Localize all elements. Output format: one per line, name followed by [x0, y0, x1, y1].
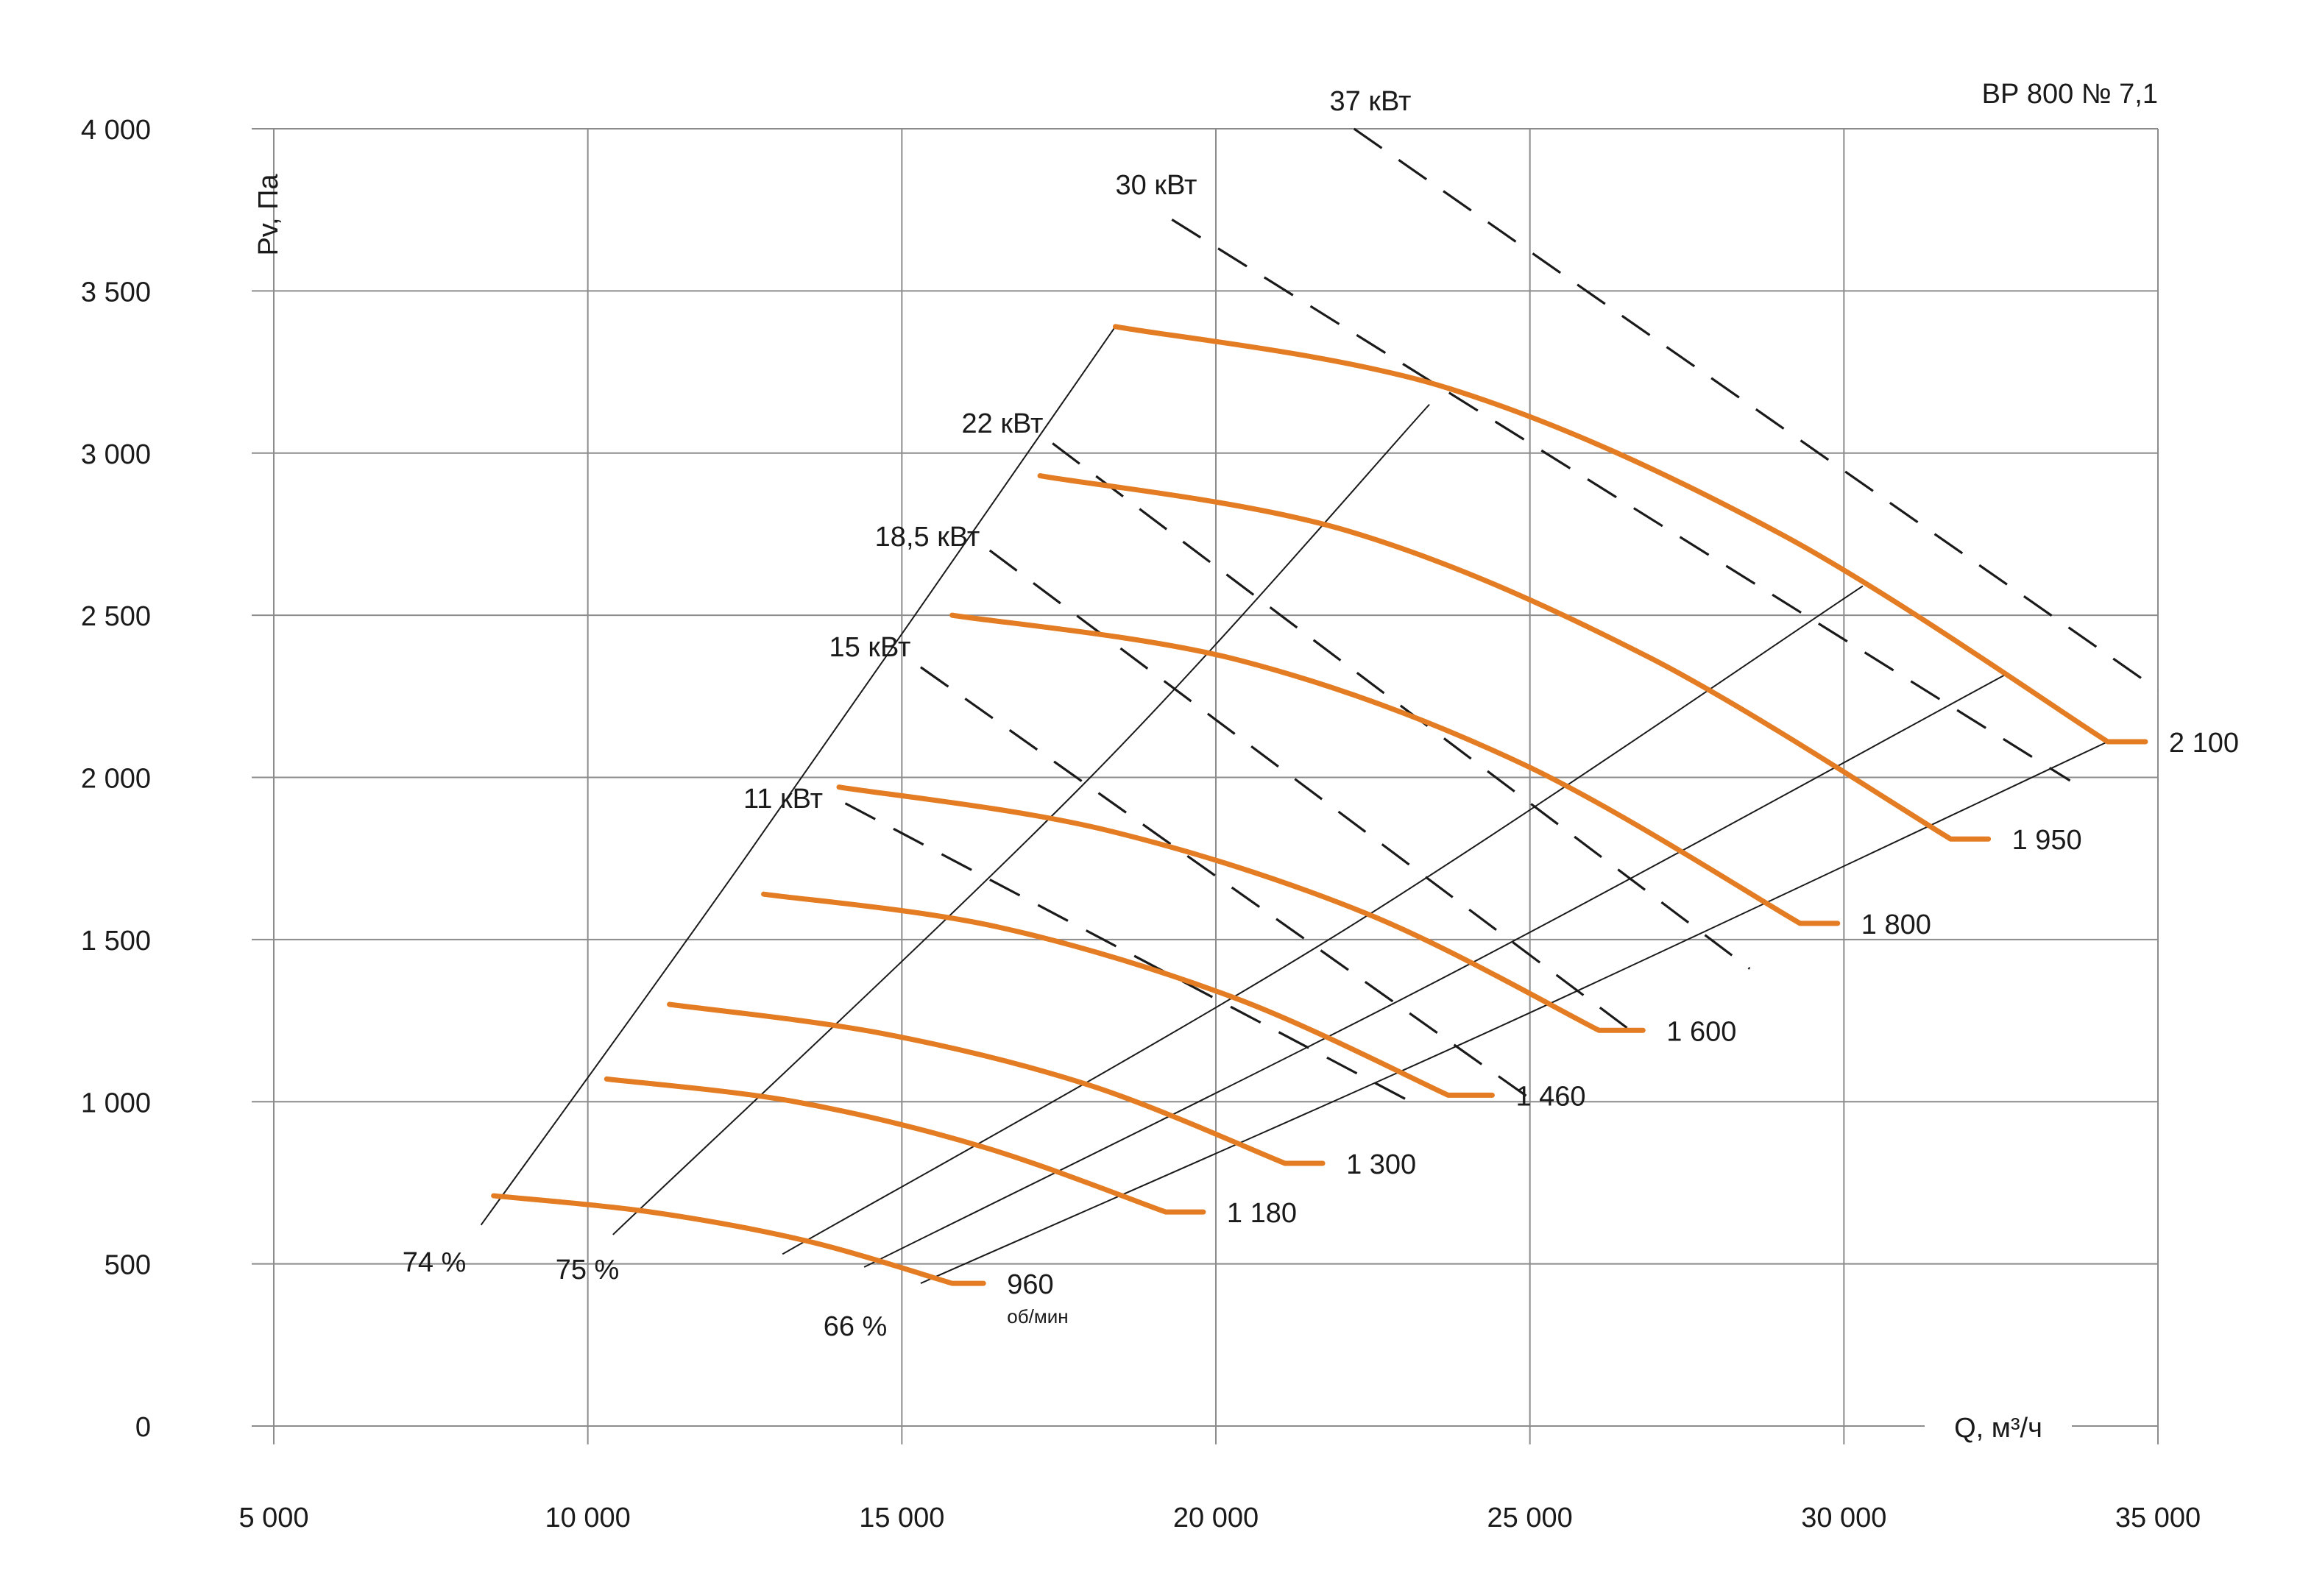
y-tick-label-3000: 3 000: [81, 439, 151, 470]
power-label-11-кВт: 11 кВт: [743, 784, 823, 815]
power-line-37-кВт: [1353, 127, 2159, 691]
x-tick-label-15000: 15 000: [859, 1503, 944, 1533]
efficiency-curve-66: [920, 741, 2109, 1284]
rpm-unit-label: об/мин: [1007, 1305, 1068, 1327]
y-tick-label-1000: 1 000: [81, 1088, 151, 1118]
y-tick-label-2000: 2 000: [81, 764, 151, 795]
power-label-22-кВт: 22 кВт: [962, 408, 1044, 439]
x-axis-title-bg: [1925, 1409, 2072, 1443]
efficiency-label-74: 74 %: [403, 1247, 467, 1278]
rpm-curve-2-100: [1112, 324, 2148, 745]
rpm-label-1-180: 1 180: [1227, 1198, 1297, 1229]
rpm-label-1-600: 1 600: [1666, 1016, 1736, 1047]
rpm-label-2-100: 2 100: [2169, 728, 2239, 759]
x-tick-label-5000: 5 000: [238, 1503, 308, 1533]
x-tick-label-10000: 10 000: [545, 1503, 631, 1533]
rpm-curve-960: [491, 1193, 986, 1286]
y-axis-title: Pv, Па: [253, 174, 284, 256]
efficiency-label-75: 75 %: [556, 1255, 620, 1285]
power-line-18-5-кВт: [988, 549, 1632, 1032]
chart-title: ВР 800 № 7,1: [1982, 79, 2158, 110]
rpm-curve-1-950: [1037, 473, 1992, 842]
efficiency-curve-unnamed-12: [863, 673, 2008, 1268]
rpm-label-1-800: 1 800: [1861, 909, 1931, 940]
power-line-30-кВт: [1171, 219, 2071, 782]
power-label-18-5-кВт: 18,5 кВт: [875, 522, 980, 553]
x-tick-label-35000: 35 000: [2115, 1503, 2201, 1533]
rpm-label-1-460: 1 460: [1515, 1081, 1585, 1112]
rpm-label-960: 960: [1007, 1269, 1053, 1300]
rpm-curve-1-300: [667, 1001, 1326, 1166]
rpm-curve-1-460: [761, 891, 1495, 1098]
x-tick-label-20000: 20 000: [1173, 1503, 1259, 1533]
x-tick-label-30000: 30 000: [1801, 1503, 1886, 1533]
power-label-37-кВт: 37 кВт: [1330, 86, 1412, 117]
power-label-30-кВт: 30 кВт: [1116, 170, 1197, 201]
y-tick-label-0: 0: [135, 1412, 151, 1443]
power-line-22-кВт: [1052, 442, 1751, 970]
y-tick-label-1500: 1 500: [81, 926, 151, 957]
power-label-15-кВт: 15 кВт: [829, 632, 911, 663]
x-tick-label-25000: 25 000: [1487, 1503, 1573, 1533]
power-line-15-кВт: [920, 666, 1531, 1100]
x-axis-title: Q, м³/ч: [1954, 1413, 2042, 1444]
efficiency-curve-74: [480, 326, 1117, 1226]
y-tick-label-3500: 3 500: [81, 277, 151, 308]
efficiency-curve-75: [612, 403, 1430, 1235]
rpm-curve-1-600: [836, 784, 1646, 1033]
rpm-curve-1-800: [949, 612, 1841, 926]
rpm-curve-1-180: [604, 1076, 1206, 1215]
rpm-label-1-300: 1 300: [1346, 1149, 1416, 1180]
y-tick-label-2500: 2 500: [81, 601, 151, 632]
efficiency-curve-unnamed-11: [782, 585, 1864, 1255]
y-tick-label-500: 500: [105, 1250, 151, 1281]
efficiency-label-66: 66 %: [824, 1311, 888, 1342]
y-tick-label-4000: 4 000: [81, 115, 151, 146]
rpm-label-1-950: 1 950: [2012, 825, 2082, 856]
